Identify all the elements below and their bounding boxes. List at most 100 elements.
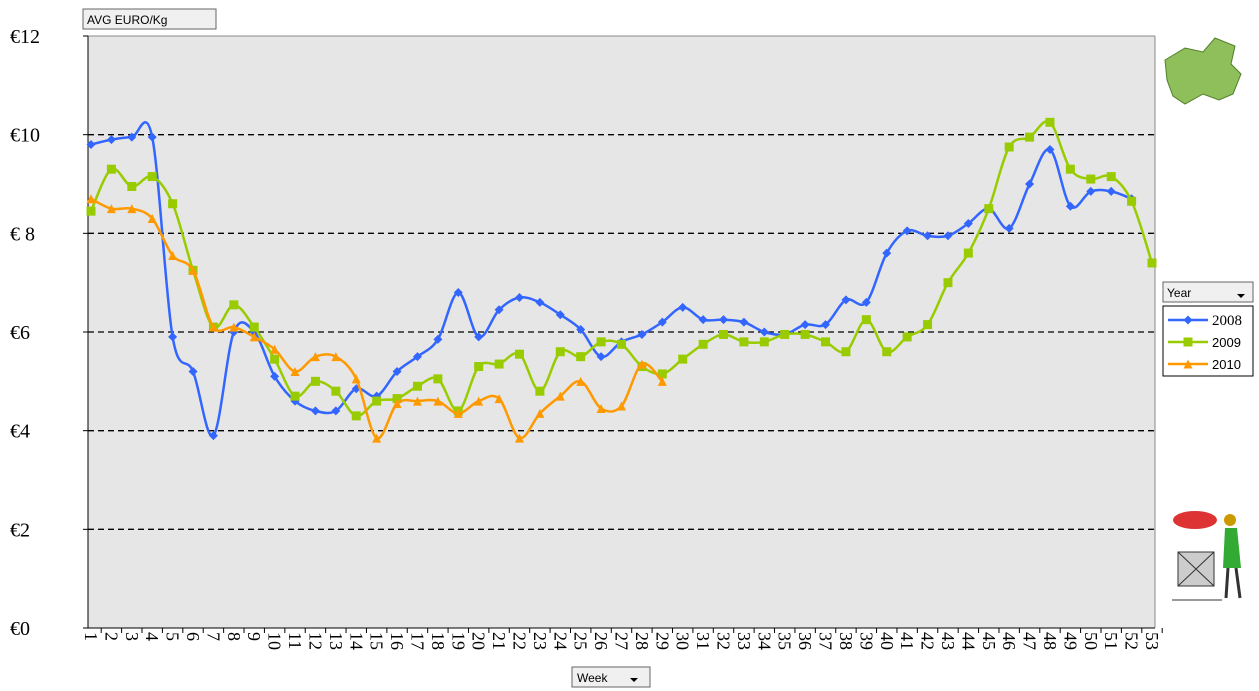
x-tick-label: 1 xyxy=(81,632,101,641)
x-tick-label: 51 xyxy=(1101,632,1121,650)
x-tick-label: 13 xyxy=(326,632,346,650)
x-tick-label: 27 xyxy=(612,632,632,650)
point xyxy=(597,337,606,346)
point xyxy=(903,332,912,341)
y-tick-label: €0 xyxy=(10,618,30,640)
x-tick-label: 40 xyxy=(877,632,897,650)
x-tick-label: 37 xyxy=(816,632,836,650)
x-tick-label: 29 xyxy=(652,632,672,650)
point xyxy=(719,330,728,339)
x-tick-label: 3 xyxy=(122,632,142,641)
y-tick-label: €2 xyxy=(10,519,30,541)
point xyxy=(352,411,361,420)
x-tick-label: 28 xyxy=(632,632,652,650)
field-button[interactable]: Week xyxy=(572,667,650,687)
x-tick-label: 32 xyxy=(714,632,734,650)
point xyxy=(760,337,769,346)
point xyxy=(107,165,116,174)
point xyxy=(964,249,973,258)
point xyxy=(923,320,932,329)
point xyxy=(1184,338,1193,347)
point xyxy=(311,377,320,386)
x-tick-label: 34 xyxy=(754,632,774,650)
point xyxy=(1107,172,1116,181)
point xyxy=(168,199,177,208)
x-tick-label: 47 xyxy=(1020,632,1040,650)
point xyxy=(148,172,157,181)
point xyxy=(678,355,687,364)
x-tick-label: 7 xyxy=(203,632,223,641)
x-tick-label: 15 xyxy=(367,632,387,650)
x-tick-label: 45 xyxy=(979,632,999,650)
point xyxy=(617,340,626,349)
field-button[interactable]: AVG EURO/Kg xyxy=(83,9,216,29)
point xyxy=(495,360,504,369)
x-tick-label: 49 xyxy=(1060,632,1080,650)
x-tick-label: 4 xyxy=(142,632,162,641)
point xyxy=(1086,175,1095,184)
x-tick-label: 48 xyxy=(1040,632,1060,650)
x-tick-label: 16 xyxy=(387,632,407,650)
point xyxy=(1045,118,1054,127)
point xyxy=(556,347,565,356)
legend-label: 2008 xyxy=(1212,313,1242,329)
point xyxy=(291,392,300,401)
y-tick-label: €12 xyxy=(10,26,40,48)
point xyxy=(515,350,524,359)
point xyxy=(943,278,952,287)
x-tick-label: 43 xyxy=(938,632,958,650)
point xyxy=(1025,133,1034,142)
x-tick-label: 2 xyxy=(101,632,121,641)
europe-map-icon xyxy=(1165,38,1241,104)
x-tick-label: 30 xyxy=(673,632,693,650)
legend-title: Year xyxy=(1167,286,1191,300)
x-tick-label: 46 xyxy=(999,632,1019,650)
x-tick-label: 11 xyxy=(285,632,305,649)
x-tick-label: 36 xyxy=(795,632,815,650)
x-tick-label: 38 xyxy=(836,632,856,650)
point xyxy=(576,352,585,361)
x-tick-label: 44 xyxy=(958,632,978,650)
point xyxy=(801,330,810,339)
point xyxy=(699,340,708,349)
point xyxy=(984,204,993,213)
chart-title: AVG EURO/Kg xyxy=(87,13,167,27)
x-tick-label: 9 xyxy=(244,632,264,641)
point xyxy=(87,207,96,216)
x-tick-label: 12 xyxy=(305,632,325,650)
point xyxy=(841,347,850,356)
x-tick-label: 52 xyxy=(1122,632,1142,650)
x-tick-label: 14 xyxy=(346,632,366,650)
point xyxy=(1066,165,1075,174)
y-tick-label: €4 xyxy=(10,421,30,443)
legend-label: 2010 xyxy=(1212,357,1241,372)
point xyxy=(1148,258,1157,267)
x-tick-label: 19 xyxy=(448,632,468,650)
point xyxy=(474,362,483,371)
point xyxy=(882,347,891,356)
x-tick-label: 10 xyxy=(265,632,285,650)
point xyxy=(862,315,871,324)
x-tick-label: 35 xyxy=(775,632,795,650)
chart: AVG EURO/Kg Week Year €0€2€4€6€ 8€10€121… xyxy=(0,0,1259,691)
x-tick-label: 17 xyxy=(407,632,427,650)
x-tick-label: 25 xyxy=(571,632,591,650)
point xyxy=(127,182,136,191)
point xyxy=(331,387,340,396)
point xyxy=(372,397,381,406)
y-tick-label: €10 xyxy=(10,125,40,147)
x-tick-label: 18 xyxy=(428,632,448,650)
x-tick-label: 8 xyxy=(224,632,244,641)
x-tick-label: 31 xyxy=(693,632,713,650)
point xyxy=(1127,197,1136,206)
x-tick-label: 41 xyxy=(897,632,917,650)
point xyxy=(229,300,238,309)
point xyxy=(780,330,789,339)
x-tick-label: 23 xyxy=(530,632,550,650)
legend-label: 2009 xyxy=(1212,335,1241,350)
x-tick-label: 26 xyxy=(591,632,611,650)
x-tick-label: 53 xyxy=(1142,632,1162,650)
x-tick-label: 24 xyxy=(550,632,570,650)
x-tick-label: 42 xyxy=(918,632,938,650)
legend-button[interactable]: Year xyxy=(1163,282,1253,302)
